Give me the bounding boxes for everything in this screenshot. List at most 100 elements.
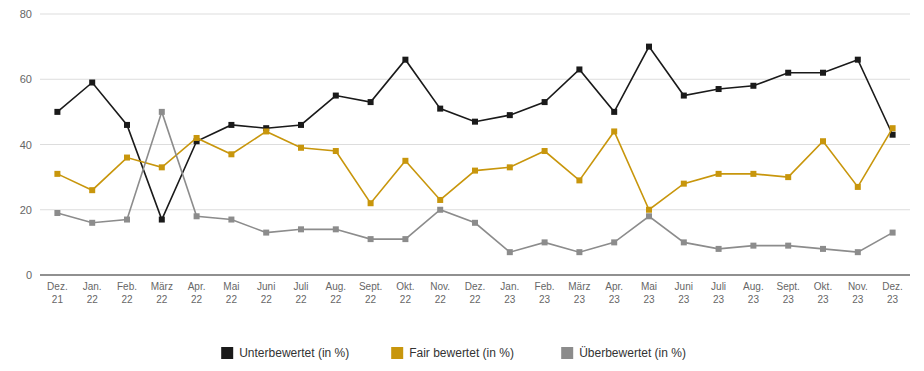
marker: [402, 236, 408, 242]
x-tick-label-line: 23: [748, 294, 760, 305]
marker: [263, 230, 269, 236]
y-tick-label: 0: [26, 269, 32, 281]
plot-area: [54, 44, 895, 256]
x-tick-label-line: März: [151, 281, 173, 292]
x-tick-label: Juni23: [675, 281, 693, 305]
x-tick-label: Apr.23: [605, 281, 623, 305]
x-tick-label-line: Mai: [641, 281, 657, 292]
x-tick-label: Feb. 22: [117, 281, 137, 305]
y-axis: 020406080: [20, 8, 910, 281]
x-tick-label-line: Sept.: [359, 281, 382, 292]
x-tick-label: Juli22: [293, 281, 308, 305]
x-tick-label-line: 22: [226, 294, 238, 305]
legend-label: Fair bewertet (in %): [409, 346, 514, 360]
legend-label: Unterbewertet (in %): [239, 346, 349, 360]
x-tick-label-line: 22: [469, 294, 481, 305]
marker: [507, 164, 513, 170]
series-line: [57, 47, 892, 220]
x-tick-label-line: 23: [504, 294, 516, 305]
x-tick-label: Juli23: [711, 281, 726, 305]
x-tick-label: Juni22: [257, 281, 275, 305]
x-tick-label: Sept. 22: [359, 281, 382, 305]
marker: [681, 93, 687, 99]
marker: [890, 230, 896, 236]
marker: [890, 125, 896, 131]
x-tick-label-line: 23: [678, 294, 690, 305]
x-tick-label: Mai22: [223, 281, 239, 305]
marker: [750, 243, 756, 249]
marker: [855, 249, 861, 255]
marker: [402, 158, 408, 164]
marker: [750, 83, 756, 89]
marker: [124, 155, 130, 161]
x-tick-label-line: 22: [87, 294, 99, 305]
x-tick-label-line: 23: [852, 294, 864, 305]
marker: [333, 93, 339, 99]
x-tick-label-line: 22: [261, 294, 273, 305]
marker: [855, 57, 861, 63]
x-tick-label: Jan.23: [500, 281, 519, 305]
legend-label: Überbewertet (in %): [579, 346, 686, 360]
x-tick-label-line: Juli: [711, 281, 726, 292]
marker: [298, 145, 304, 151]
x-axis-line: [40, 275, 910, 276]
marker: [194, 135, 200, 141]
marker: [89, 80, 95, 86]
x-tick-label-line: Apr.: [605, 281, 623, 292]
marker: [542, 239, 548, 245]
x-tick-label-line: Nov.: [430, 281, 450, 292]
x-tick-label-line: März: [568, 281, 590, 292]
marker: [368, 236, 374, 242]
grid-line: [40, 79, 910, 80]
marker: [507, 249, 513, 255]
x-tick-label: Dez.23: [882, 281, 903, 305]
marker: [646, 213, 652, 219]
x-tick-label: Sept.23: [777, 281, 800, 305]
series-line: [57, 128, 892, 210]
marker: [402, 57, 408, 63]
marker: [89, 220, 95, 226]
x-tick-label: Nov.22: [430, 281, 450, 305]
marker: [576, 66, 582, 72]
x-tick-label-line: Nov.: [848, 281, 868, 292]
marker: [716, 246, 722, 252]
marker: [437, 207, 443, 213]
legend-swatch: [391, 347, 403, 359]
x-tick-label-line: 22: [156, 294, 168, 305]
y-tick-label: 40: [20, 139, 32, 151]
marker: [820, 246, 826, 252]
marker: [507, 112, 513, 118]
marker: [611, 239, 617, 245]
marker: [681, 181, 687, 187]
x-tick-label-line: 23: [539, 294, 551, 305]
x-tick-label-line: 22: [121, 294, 133, 305]
legend-swatch: [561, 347, 573, 359]
x-tick-label: Jan.22: [83, 281, 102, 305]
x-tick-label-line: Aug.: [743, 281, 764, 292]
marker: [54, 171, 60, 177]
grid-line: [40, 209, 910, 210]
x-tick-label-line: 22: [365, 294, 377, 305]
x-tick-label-line: Juli: [293, 281, 308, 292]
grid-line: [40, 14, 910, 15]
marker: [472, 220, 478, 226]
marker: [785, 70, 791, 76]
marker: [54, 109, 60, 115]
marker: [542, 148, 548, 154]
x-tick-label-line: Feb.: [117, 281, 137, 292]
marker: [716, 86, 722, 92]
x-tick-label: März 23: [568, 281, 590, 305]
marker: [646, 207, 652, 213]
marker: [820, 70, 826, 76]
marker: [194, 213, 200, 219]
x-tick-label-line: Dez.: [882, 281, 903, 292]
marker: [263, 128, 269, 134]
marker: [785, 174, 791, 180]
marker: [681, 239, 687, 245]
x-tick-label: März 22: [151, 281, 173, 305]
legend: Unterbewertet (in %) Fair bewertet (in %)…: [221, 346, 686, 360]
y-tick-label: 60: [20, 73, 32, 85]
x-tick-label-line: 23: [574, 294, 586, 305]
marker: [576, 177, 582, 183]
marker: [716, 171, 722, 177]
